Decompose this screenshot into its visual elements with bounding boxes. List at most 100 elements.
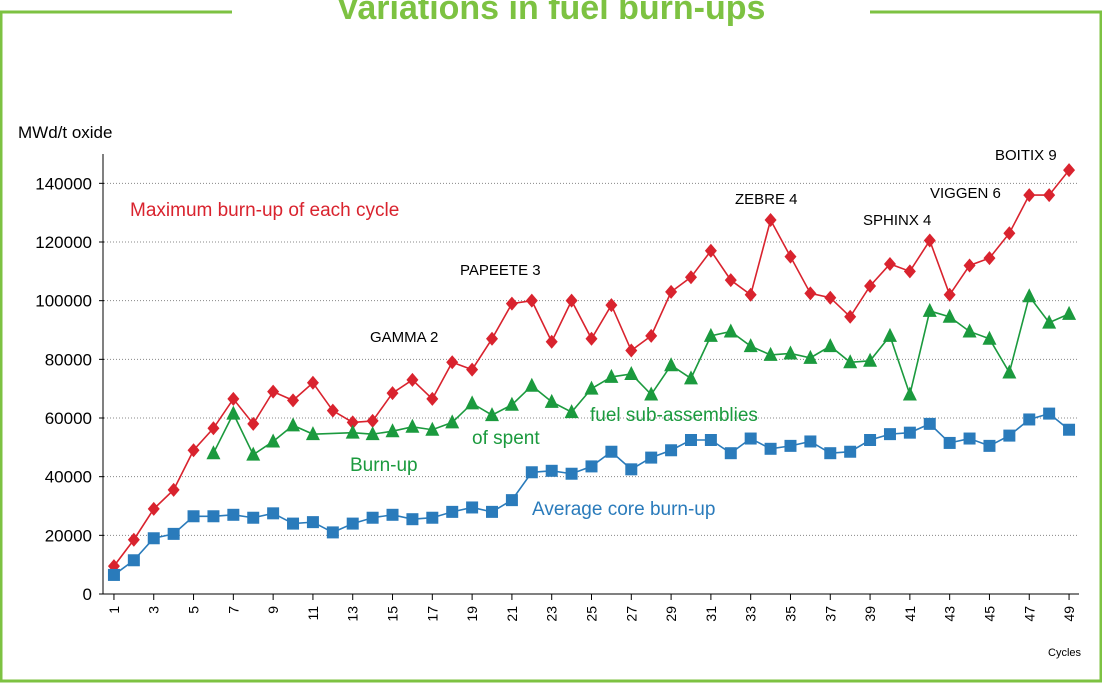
marker — [465, 395, 480, 410]
marker — [784, 249, 797, 264]
marker — [127, 554, 140, 567]
marker — [604, 368, 619, 383]
y-axis-label: MWd/t oxide — [18, 123, 112, 142]
marker — [744, 287, 757, 302]
marker — [724, 447, 737, 460]
x-tick-label: 3 — [146, 606, 162, 614]
marker — [783, 345, 798, 360]
marker — [406, 513, 419, 526]
annotation: VIGGEN 6 — [930, 185, 1001, 202]
marker — [466, 362, 479, 377]
marker — [326, 403, 339, 418]
annotation: GAMMA 2 — [370, 329, 438, 346]
marker — [645, 451, 658, 464]
marker — [426, 391, 439, 406]
x-tick-label: 45 — [981, 606, 997, 622]
x-tick-label: 41 — [902, 606, 918, 622]
marker — [963, 432, 976, 445]
marker — [902, 386, 917, 401]
marker — [882, 327, 897, 342]
marker — [943, 287, 956, 302]
marker — [345, 424, 360, 439]
marker — [803, 349, 818, 364]
marker — [584, 380, 599, 395]
x-tick-label: 5 — [186, 606, 202, 614]
marker — [227, 391, 240, 406]
marker — [1023, 413, 1036, 426]
y-tick-label: 120000 — [35, 233, 92, 252]
marker — [524, 377, 539, 392]
marker — [565, 467, 578, 480]
annotation: SPHINX 4 — [863, 212, 931, 229]
marker — [724, 273, 737, 288]
marker — [346, 415, 359, 430]
frame — [0, 10, 1102, 683]
marker — [1002, 364, 1017, 379]
marker — [1023, 188, 1036, 203]
marker — [346, 517, 359, 530]
marker — [823, 338, 838, 353]
marker — [804, 286, 817, 301]
marker — [784, 439, 797, 452]
marker — [585, 331, 598, 346]
marker — [207, 421, 220, 436]
marker — [1042, 314, 1057, 329]
marker — [425, 421, 440, 436]
marker — [704, 243, 717, 258]
marker — [903, 426, 916, 439]
x-tick-label: 39 — [862, 606, 878, 622]
marker — [505, 494, 518, 507]
x-axis-label: Cycles — [1048, 647, 1082, 659]
marker — [545, 334, 558, 349]
marker — [1063, 423, 1076, 436]
marker — [1062, 305, 1077, 320]
series-label: of spent — [472, 428, 540, 449]
x-tick-label: 19 — [464, 606, 480, 622]
y-tick-label: 40000 — [45, 468, 92, 487]
marker — [923, 417, 936, 430]
marker — [187, 510, 200, 523]
marker — [127, 532, 140, 547]
marker — [406, 372, 419, 387]
marker — [683, 370, 698, 385]
marker — [167, 482, 180, 497]
x-tick-label: 27 — [623, 606, 639, 622]
marker — [744, 432, 757, 445]
marker — [107, 568, 120, 581]
marker — [665, 444, 678, 457]
y-tick-label: 140000 — [35, 174, 92, 193]
marker — [305, 426, 320, 441]
x-tick-label: 35 — [782, 606, 798, 622]
marker — [983, 251, 996, 266]
annotation: ZEBRE 4 — [735, 191, 798, 208]
marker — [605, 298, 618, 313]
marker — [405, 418, 420, 433]
marker — [1003, 226, 1016, 241]
marker — [206, 445, 221, 460]
marker — [922, 302, 937, 317]
marker — [1063, 163, 1076, 178]
marker — [763, 346, 778, 361]
marker — [564, 404, 579, 419]
marker — [923, 233, 936, 248]
marker — [864, 279, 877, 293]
marker — [824, 447, 837, 460]
marker — [446, 505, 459, 518]
marker — [227, 508, 240, 521]
marker — [962, 323, 977, 338]
marker — [703, 327, 718, 342]
marker — [147, 532, 160, 545]
x-tick-label: 37 — [822, 606, 838, 622]
marker — [226, 405, 241, 420]
y-tick-label: 0 — [83, 585, 92, 604]
marker — [365, 426, 380, 441]
marker — [624, 366, 639, 380]
marker — [764, 213, 777, 227]
x-tick-label: 23 — [544, 606, 560, 622]
marker — [864, 434, 877, 446]
marker — [585, 460, 598, 473]
marker — [426, 511, 439, 524]
marker — [267, 507, 280, 520]
marker — [386, 508, 399, 521]
marker — [545, 464, 558, 477]
